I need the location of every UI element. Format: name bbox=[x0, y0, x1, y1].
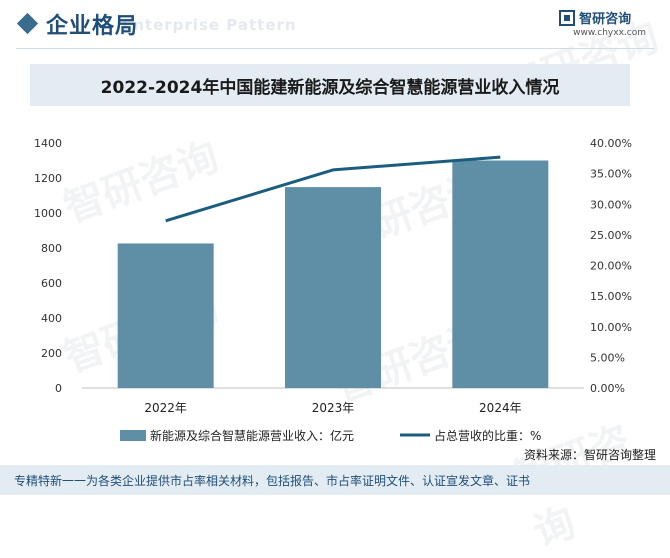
brand-url: www.chyxx.com bbox=[573, 28, 646, 38]
bar bbox=[285, 187, 381, 388]
header-divider bbox=[16, 48, 654, 49]
y-left-tick-label: 1200 bbox=[34, 172, 62, 185]
brand-logo-icon bbox=[559, 9, 576, 26]
bar bbox=[452, 160, 549, 388]
chart-title: 2022-2024年中国能建新能源及综合智慧能源营业收入情况 bbox=[100, 77, 560, 98]
y-left-tick-label: 200 bbox=[41, 347, 62, 360]
y-left-tick-label: 1000 bbox=[34, 207, 62, 220]
y-axis-right: 0.00% 5.00% 10.00% 15.00% 20.00% 25.00% 30.00%… bbox=[590, 137, 632, 395]
y-right-tick-label: 40.00% bbox=[590, 137, 632, 150]
y-left-tick-label: 0 bbox=[55, 382, 62, 395]
legend-bar-label: 新能源及综合智慧能源营业收入：亿元 bbox=[150, 428, 354, 443]
brand: 智研咨询 www.chyxx.com bbox=[559, 8, 646, 38]
y-right-tick-label: 25.00% bbox=[590, 229, 632, 242]
y-right-tick-label: 30.00% bbox=[590, 198, 632, 211]
y-right-tick-label: 5.00% bbox=[590, 351, 625, 364]
legend-line-label: 占总营收的比重：% bbox=[434, 428, 541, 443]
line-series bbox=[165, 155, 501, 223]
brand-name: 智研咨询 bbox=[579, 12, 632, 27]
y-right-tick-label: 35.00% bbox=[590, 168, 632, 181]
legend-bar-swatch bbox=[120, 430, 146, 441]
footer-bar: 专精特新一一为各类企业提供市占率相关材料，包括报告、市占率证明文件、认证宣发文章… bbox=[0, 465, 670, 495]
bar bbox=[117, 243, 214, 388]
y-right-tick-label: 20.00% bbox=[590, 260, 632, 273]
page-subtitle: Enterprise Pattern bbox=[122, 16, 297, 34]
x-tick-label: 2022年 bbox=[144, 401, 187, 415]
footer-text: 专精特新一一为各类企业提供市占率相关材料，包括报告、市占率证明文件、认证宣发文章… bbox=[14, 473, 531, 488]
page-title: 企业格局 bbox=[46, 14, 139, 39]
line-path bbox=[165, 155, 501, 223]
chart-title-band: 2022-2024年中国能建新能源及综合智慧能源营业收入情况 bbox=[30, 64, 630, 106]
y-left-tick-label: 400 bbox=[41, 312, 62, 325]
x-axis: 2022年 2023年 2024年 bbox=[144, 401, 521, 415]
source-note: 资料来源：智研咨询整理 bbox=[523, 448, 656, 462]
bar-series bbox=[117, 160, 549, 388]
y-left-tick-label: 600 bbox=[41, 277, 62, 290]
y-left-tick-label: 800 bbox=[41, 242, 62, 255]
y-right-tick-label: 15.00% bbox=[590, 290, 632, 303]
legend: 新能源及综合智慧能源营业收入：亿元 占总营收的比重：% bbox=[120, 428, 541, 443]
y-right-tick-label: 0.00% bbox=[590, 382, 625, 395]
combo-chart: 0 200 400 600 800 1000 1200 1400 0.00% 5.00% 10.0… bbox=[34, 137, 632, 443]
x-tick-label: 2024年 bbox=[479, 401, 522, 415]
y-right-tick-label: 10.00% bbox=[590, 321, 632, 334]
y-left-tick-label: 1400 bbox=[34, 137, 62, 150]
y-axis-left: 0 200 400 600 800 1000 1200 1400 bbox=[34, 137, 62, 395]
x-tick-label: 2023年 bbox=[312, 401, 355, 415]
